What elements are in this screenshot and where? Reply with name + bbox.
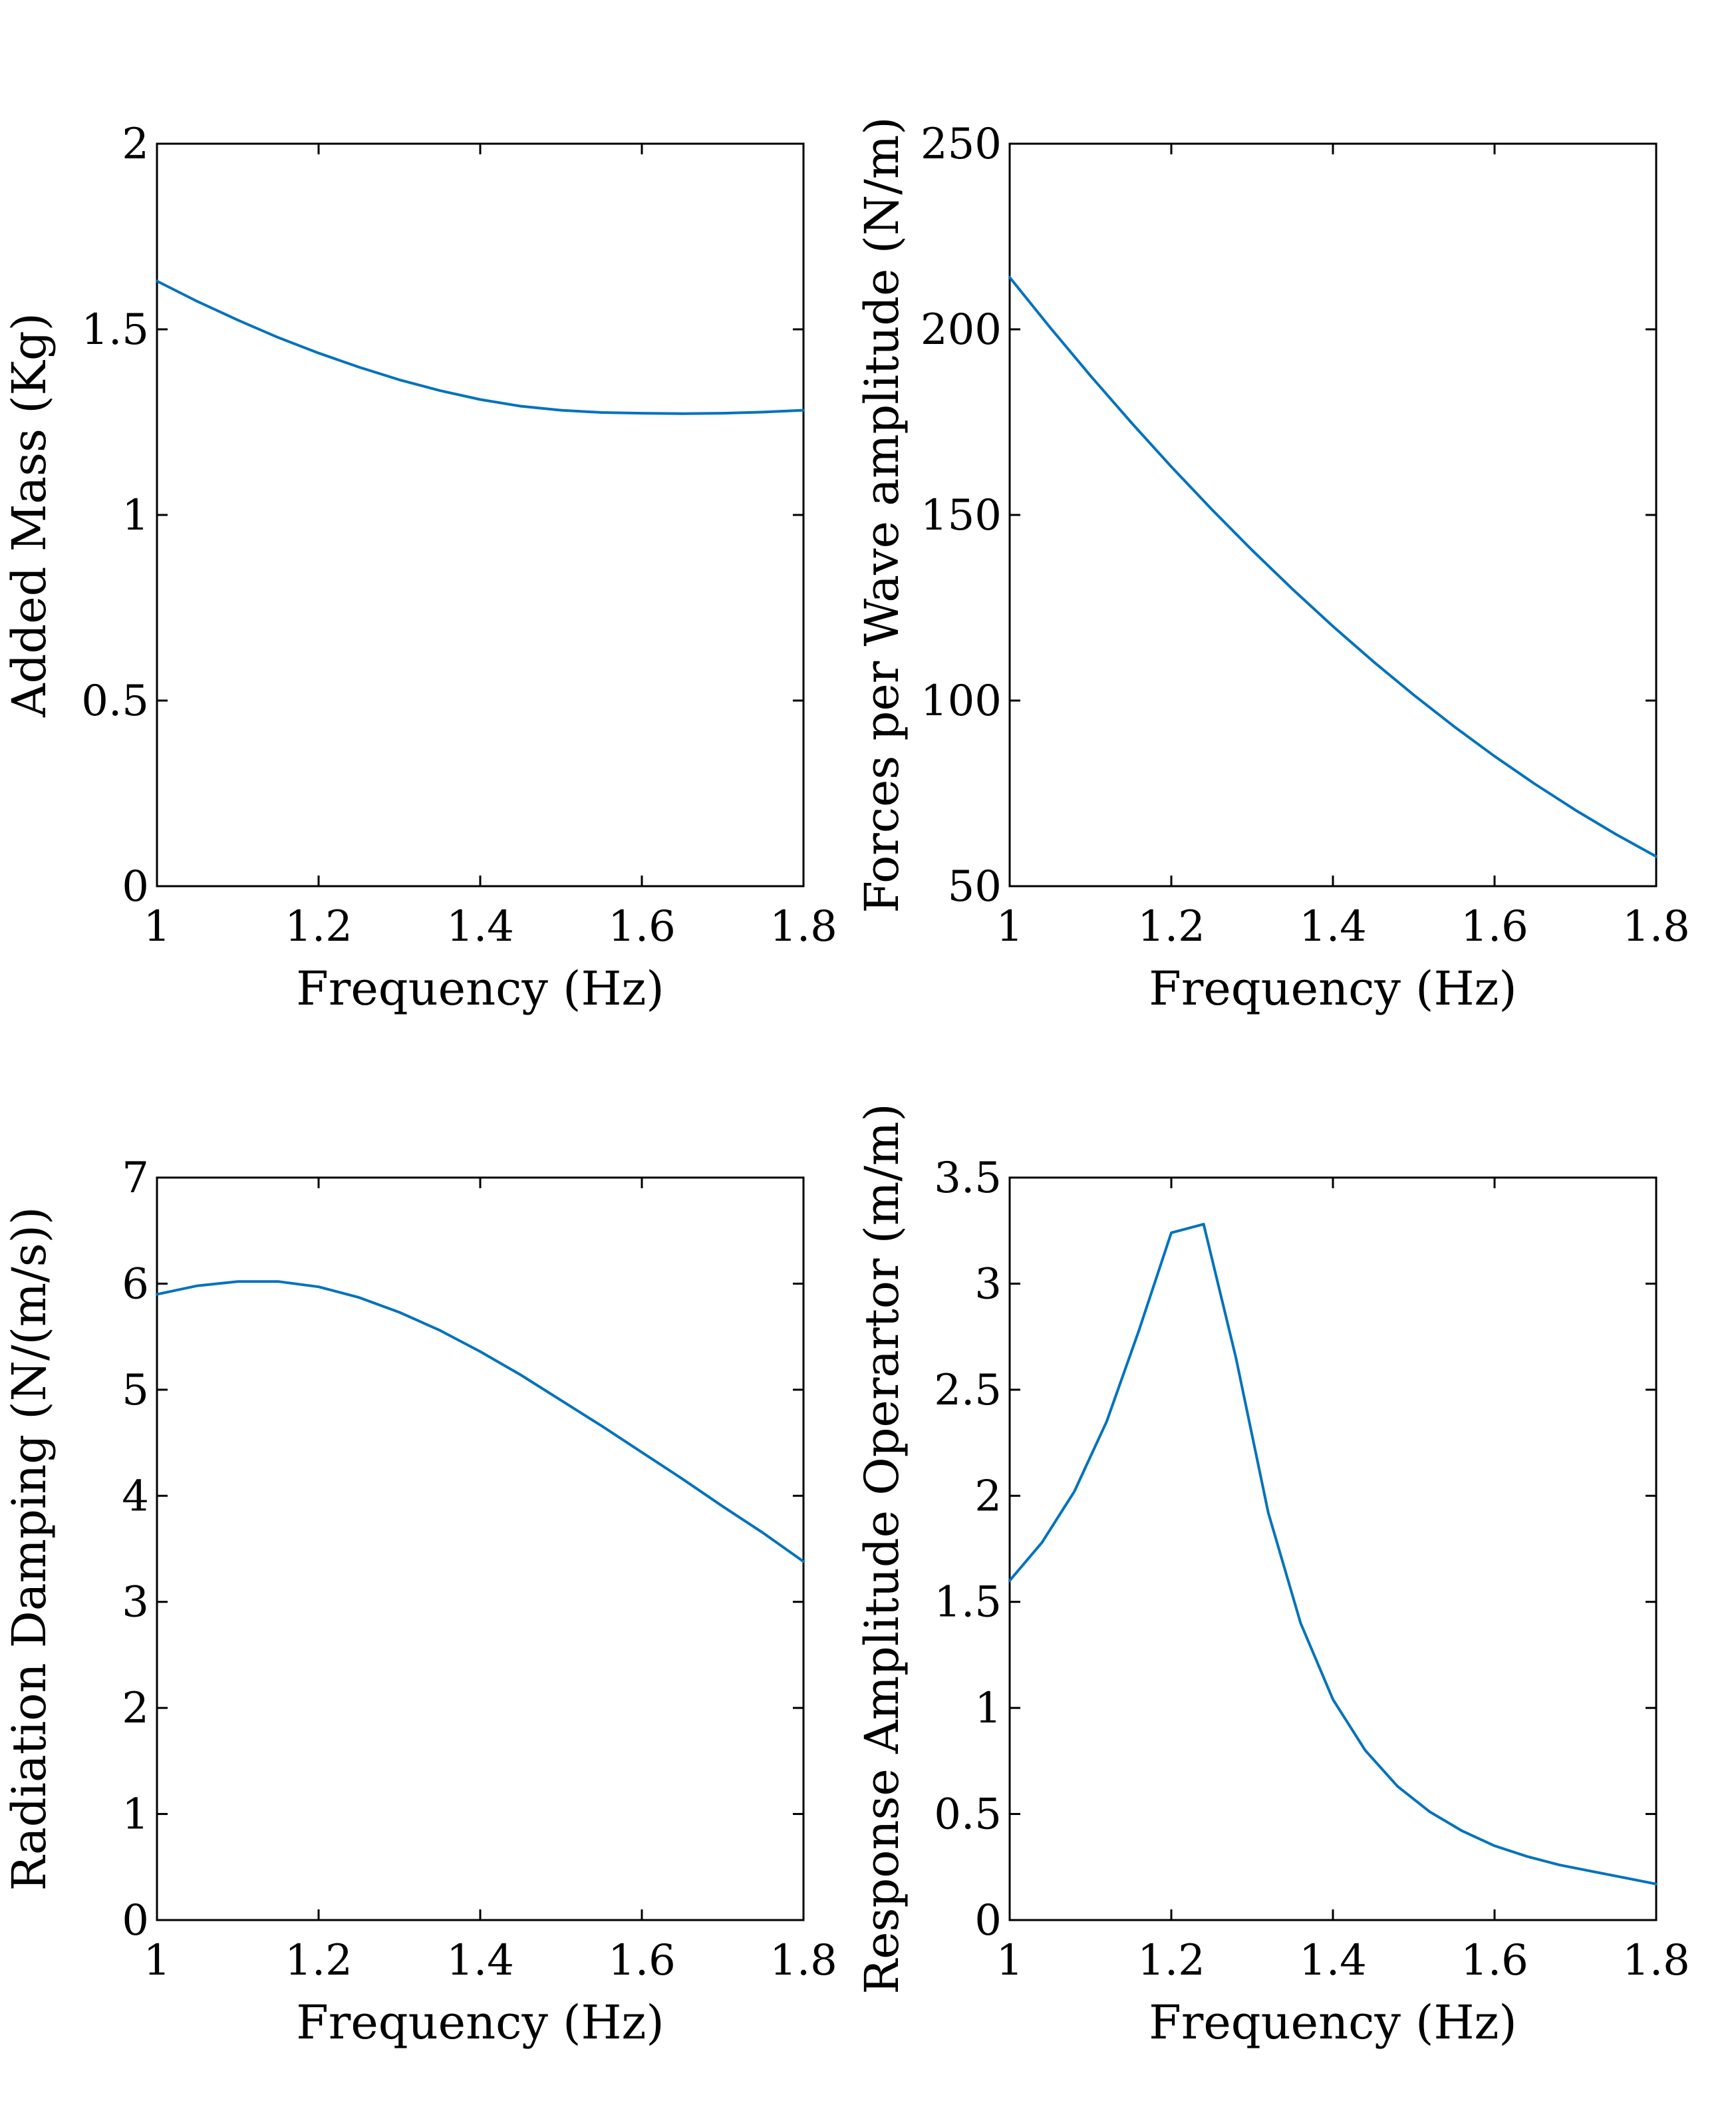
force-per-wave-amplitude-chart: 1 1.2 1.4 1.6 1.8 50 100 150 200 250 Frequency (Hz… <box>855 116 1690 1016</box>
added-mass-y-tick-label: 1.5 <box>81 305 149 355</box>
added-mass-y-tick-label: 0 <box>122 862 149 911</box>
force-y-tick-label: 250 <box>921 120 1002 169</box>
force-y-tick-label: 200 <box>921 305 1002 355</box>
radiation-damping-series-line <box>156 1280 805 1563</box>
rao-x-tick-label: 1 <box>996 1936 1024 1985</box>
added-mass-y-tick-label: 1 <box>122 491 149 540</box>
added-mass-x-axis-title: Frequency (Hz) <box>296 961 664 1016</box>
rao-y-tick-label: 3 <box>974 1259 1002 1309</box>
rao-x-axis-title: Frequency (Hz) <box>1149 1995 1517 2050</box>
radiation-damping-y-tick-label: 0 <box>122 1896 149 1945</box>
radiation-damping-x-tick-label: 1.2 <box>285 1936 353 1985</box>
radiation-damping-y-tick-label: 5 <box>122 1366 149 1415</box>
force-x-tick-label: 1.8 <box>1622 902 1690 951</box>
force-x-tick-label: 1.6 <box>1461 902 1528 951</box>
radiation-damping-x-tick-label: 1.4 <box>446 1936 514 1985</box>
force-y-tick-label: 50 <box>948 862 1002 911</box>
radiation-damping-x-tick-label: 1.6 <box>608 1936 676 1985</box>
added-mass-x-tick-label: 1.2 <box>285 902 353 951</box>
response-amplitude-operator-chart: 1 1.2 1.4 1.6 1.8 0 0.5 1 1.5 2 2.5 3 3.5 Frequency (… <box>855 1103 1690 2050</box>
added-mass-y-tick-label: 0.5 <box>81 677 149 726</box>
force-series-line <box>1008 275 1658 858</box>
added-mass-chart: 1 1.2 1.4 1.6 1.8 0 0.5 1 1.5 2 Frequency (Hz) Adde… <box>2 120 837 1016</box>
rao-y-tick-label: 1.5 <box>934 1578 1002 1627</box>
added-mass-x-tick-label: 1 <box>144 902 171 951</box>
force-x-tick-label: 1 <box>996 902 1024 951</box>
force-x-tick-label: 1.2 <box>1137 902 1205 951</box>
rao-y-tick-label: 2.5 <box>934 1366 1002 1415</box>
added-mass-x-tick-label: 1.4 <box>446 902 514 951</box>
rao-y-tick-label: 1 <box>974 1684 1002 1733</box>
radiation-damping-y-tick-label: 6 <box>122 1259 149 1309</box>
rao-y-tick-label: 0.5 <box>934 1790 1002 1840</box>
radiation-damping-y-tick-label: 2 <box>122 1684 149 1733</box>
radiation-damping-y-tick-label: 4 <box>122 1472 149 1521</box>
force-x-axis-title: Frequency (Hz) <box>1149 961 1517 1016</box>
added-mass-y-tick-label: 2 <box>122 120 149 169</box>
force-y-tick-label: 100 <box>921 677 1002 726</box>
force-y-axis-title: Forces per Wave amplitude (N/m) <box>855 116 909 913</box>
rao-y-axis-title: Response Amplitude Operartor (m/m) <box>855 1103 909 1994</box>
added-mass-y-axis-title: Added Mass (Kg) <box>2 313 57 718</box>
rao-x-tick-label: 1.2 <box>1137 1936 1205 1985</box>
added-mass-series-line <box>156 279 805 415</box>
rao-y-tick-label: 2 <box>974 1472 1002 1521</box>
radiation-damping-y-tick-label: 7 <box>122 1154 149 1203</box>
force-x-tick-label: 1.4 <box>1299 902 1367 951</box>
rao-x-tick-label: 1.6 <box>1461 1936 1528 1985</box>
radiation-damping-y-tick-label: 3 <box>122 1578 149 1627</box>
rao-y-tick-label: 3.5 <box>934 1154 1002 1203</box>
force-y-tick-label: 150 <box>921 491 1002 540</box>
rao-series-line <box>1008 1223 1658 1885</box>
radiation-damping-x-axis-title: Frequency (Hz) <box>296 1995 664 2050</box>
added-mass-x-tick-label: 1.6 <box>608 902 676 951</box>
added-mass-x-tick-label: 1.8 <box>770 902 837 951</box>
radiation-damping-x-tick-label: 1.8 <box>770 1936 837 1985</box>
rao-x-tick-label: 1.8 <box>1622 1936 1690 1985</box>
radiation-damping-x-tick-label: 1 <box>144 1936 171 1985</box>
radiation-damping-y-axis-title: Radiation Damping (N/(m/s)) <box>2 1207 57 1891</box>
radiation-damping-y-tick-label: 1 <box>122 1790 149 1840</box>
rao-x-tick-label: 1.4 <box>1299 1936 1367 1985</box>
rao-y-tick-label: 0 <box>974 1896 1002 1945</box>
